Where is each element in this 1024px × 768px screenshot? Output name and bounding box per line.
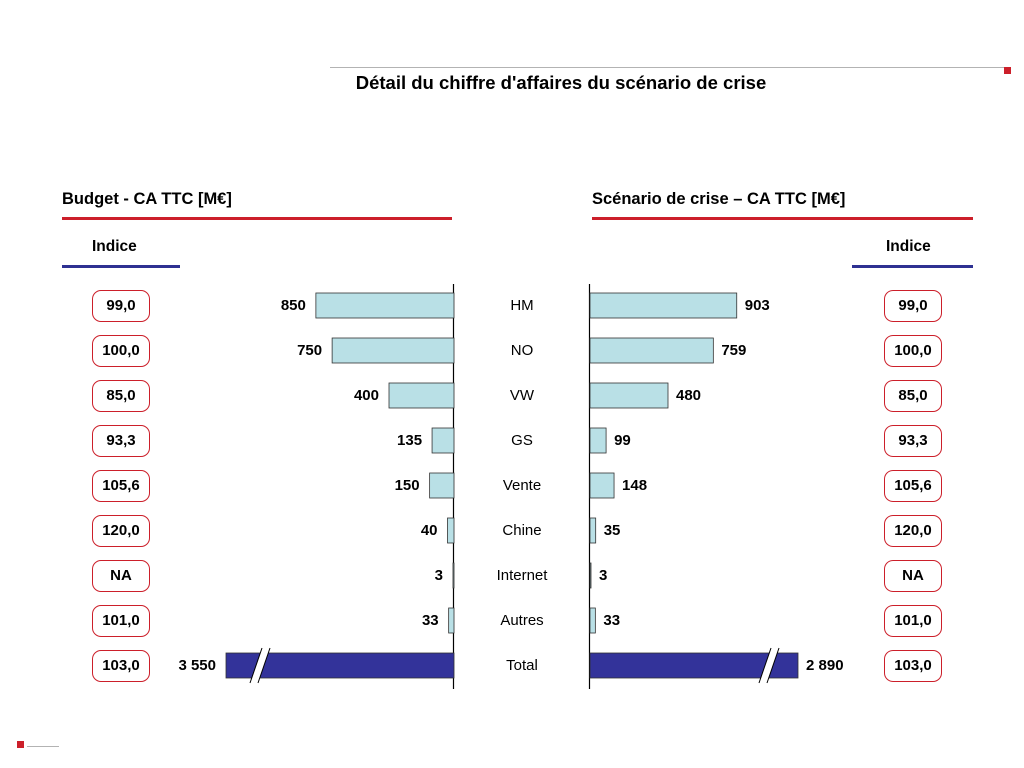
left-value-label-internet: 3 <box>434 567 443 584</box>
right-value-label-total: 2 890 <box>806 657 844 674</box>
right-bar-autres <box>589 607 596 634</box>
left-index-badge-vw: 85,0 <box>92 380 150 412</box>
left-value-label-autres: 33 <box>421 612 439 629</box>
right-bar-internet <box>589 562 592 589</box>
bottom-rule <box>27 746 59 747</box>
left-indice-rule <box>62 265 180 268</box>
left-bar-autres <box>448 607 455 634</box>
left-axis-break-line-a <box>249 647 263 684</box>
left-bar-vw <box>388 382 455 409</box>
right-value-label-no: 759 <box>721 342 747 359</box>
left-value-label-gs: 135 <box>397 432 423 449</box>
left-value-label-chine: 40 <box>420 522 438 539</box>
right-index-badge-autres: 101,0 <box>884 605 942 637</box>
right-bar-hm <box>589 292 738 319</box>
corner-mark-bottom-left <box>17 741 24 748</box>
left-bar-chine <box>447 517 455 544</box>
left-value-label-total: 3 550 <box>178 657 216 674</box>
right-axis-break-line-a <box>758 647 772 684</box>
left-index-badge-autres: 101,0 <box>92 605 150 637</box>
right-bar-vw <box>589 382 669 409</box>
right-bar-vente <box>589 472 615 499</box>
category-label-total: Total <box>506 657 538 674</box>
left-index-badge-total: 103,0 <box>92 650 150 682</box>
left-bar-gs <box>431 427 455 454</box>
left-index-badge-gs: 93,3 <box>92 425 150 457</box>
category-label-gs: GS <box>511 432 533 449</box>
left-indice-label: Indice <box>92 238 137 255</box>
right-bar-gs <box>589 427 607 454</box>
right-index-badge-total: 103,0 <box>884 650 942 682</box>
right-bar-no <box>589 337 714 364</box>
right-panel-title: Scénario de crise – CA TTC [M€] <box>592 190 846 208</box>
right-index-badge-internet: NA <box>884 560 942 592</box>
right-index-badge-vente: 105,6 <box>884 470 942 502</box>
left-bar-internet <box>452 562 455 589</box>
right-index-badge-chine: 120,0 <box>884 515 942 547</box>
right-index-badge-vw: 85,0 <box>884 380 942 412</box>
right-indice-label: Indice <box>886 238 931 255</box>
corner-mark-top-right <box>1004 67 1011 74</box>
left-value-label-vente: 150 <box>394 477 420 494</box>
right-index-badge-gs: 93,3 <box>884 425 942 457</box>
right-axis-break-gap <box>759 648 779 683</box>
right-value-label-gs: 99 <box>614 432 631 449</box>
page-title: Détail du chiffre d'affaires du scénario… <box>355 72 767 93</box>
right-panel-red-rule <box>592 217 973 220</box>
left-index-badge-vente: 105,6 <box>92 470 150 502</box>
left-panel-red-rule <box>62 217 452 220</box>
left-index-badge-chine: 120,0 <box>92 515 150 547</box>
right-value-label-vente: 148 <box>622 477 648 494</box>
left-axis-break-line-b <box>257 647 271 684</box>
left-index-badge-hm: 99,0 <box>92 290 150 322</box>
right-value-label-vw: 480 <box>676 387 702 404</box>
left-index-badge-no: 100,0 <box>92 335 150 367</box>
category-label-vw: VW <box>509 387 535 404</box>
top-rule <box>330 67 1008 68</box>
left-bar-no <box>331 337 455 364</box>
right-value-label-chine: 35 <box>603 522 621 539</box>
left-bar-vente <box>429 472 455 499</box>
category-label-vente: Vente <box>502 477 542 494</box>
category-label-no: NO <box>510 342 534 359</box>
category-label-autres: Autres <box>500 612 544 629</box>
left-bar-hm <box>315 292 455 319</box>
left-axis-break-gap <box>250 648 270 683</box>
left-value-label-hm: 850 <box>280 297 306 314</box>
category-label-internet: Internet <box>496 567 548 584</box>
left-value-label-vw: 400 <box>353 387 379 404</box>
right-bar-chine <box>589 517 597 544</box>
right-value-label-autres: 33 <box>603 612 621 629</box>
right-indice-rule <box>852 265 973 268</box>
right-index-badge-hm: 99,0 <box>884 290 942 322</box>
left-index-badge-internet: NA <box>92 560 150 592</box>
category-label-hm: HM <box>510 297 534 314</box>
right-index-badge-no: 100,0 <box>884 335 942 367</box>
left-panel-title: Budget - CA TTC [M€] <box>62 190 232 208</box>
right-value-label-internet: 3 <box>599 567 608 584</box>
category-label-chine: Chine <box>502 522 542 539</box>
right-value-label-hm: 903 <box>744 297 770 314</box>
right-axis-break-line-b <box>766 647 780 684</box>
left-value-label-no: 750 <box>297 342 323 359</box>
